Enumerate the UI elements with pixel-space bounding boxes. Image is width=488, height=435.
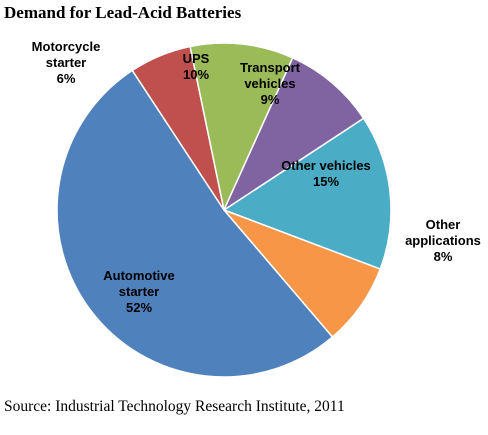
- pie-slice-ups: [189, 42, 294, 211]
- slice-name-label: vehicles: [244, 76, 295, 91]
- pie-slice-transport-vehicles: [223, 57, 365, 211]
- pie-slice-automotive-starter: [56, 69, 334, 378]
- slice-name-label: Motorcycle: [32, 39, 101, 54]
- slice-value-label: 52%: [126, 300, 152, 315]
- slice-name-label: starter: [119, 284, 159, 299]
- slice-name-label: applications: [405, 233, 481, 248]
- slice-value-label: 8%: [434, 249, 453, 264]
- slice-value-label: 6%: [57, 71, 76, 86]
- slice-name-label: Other vehicles: [281, 158, 371, 173]
- slice-name-label: Other: [426, 217, 461, 232]
- pie-slice-other-vehicles: [223, 117, 392, 270]
- chart-title: Demand for Lead-Acid Batteries: [4, 3, 242, 22]
- slice-value-label: 9%: [261, 92, 280, 107]
- slice-name-label: Automotive: [103, 268, 175, 283]
- chart-source: Source: Industrial Technology Research I…: [4, 398, 345, 415]
- slice-value-label: 10%: [183, 67, 209, 82]
- slice-name-label: UPS: [183, 51, 210, 66]
- slice-name-label: starter: [46, 55, 86, 70]
- slice-value-label: 15%: [313, 174, 339, 189]
- slice-name-label: Transport: [240, 60, 301, 75]
